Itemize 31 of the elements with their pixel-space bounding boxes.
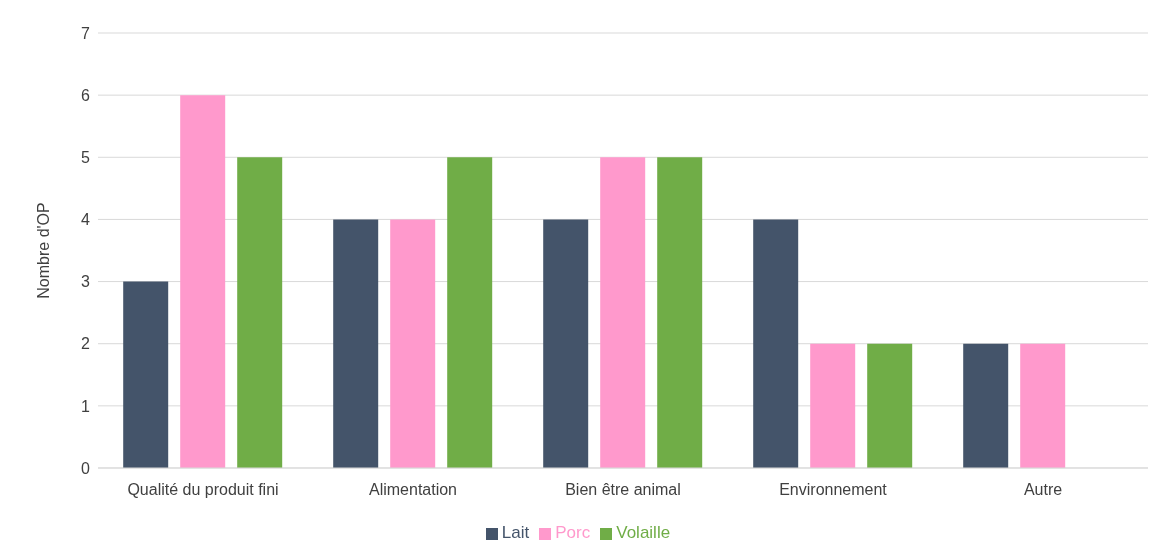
bar: [390, 219, 436, 468]
y-tick-label: 0: [81, 459, 91, 477]
bar: [753, 219, 799, 468]
bar: [657, 157, 703, 468]
x-tick-label: Qualité du produit fini: [127, 481, 279, 499]
bar: [867, 343, 913, 468]
x-tick-label: Alimentation: [368, 481, 458, 499]
x-tick-label: Autre: [1023, 481, 1063, 499]
y-tick-label: 1: [81, 397, 91, 415]
bar: [237, 157, 283, 468]
y-tick-label: 6: [81, 86, 91, 104]
bar: [180, 95, 226, 468]
y-tick-label: 4: [81, 211, 91, 229]
bar: [810, 343, 856, 468]
y-tick-label: 3: [81, 273, 91, 291]
bar: [447, 157, 493, 468]
y-axis-title: Nombre d'OP: [34, 202, 52, 299]
bar: [1020, 343, 1066, 468]
legend-label: Lait: [501, 523, 530, 542]
bar: [600, 157, 646, 468]
y-tick-label: 7: [81, 24, 91, 42]
bar: [123, 281, 169, 468]
bar: [333, 219, 379, 468]
bar: [543, 219, 589, 468]
legend-label: Volaille: [616, 523, 671, 542]
y-tick-label: 5: [81, 148, 91, 166]
legend-label: Porc: [555, 523, 591, 542]
y-tick-label: 2: [81, 335, 91, 353]
x-tick-label: Environnement: [779, 481, 888, 499]
x-tick-label: Bien être animal: [565, 481, 681, 499]
bar: [963, 343, 1009, 468]
